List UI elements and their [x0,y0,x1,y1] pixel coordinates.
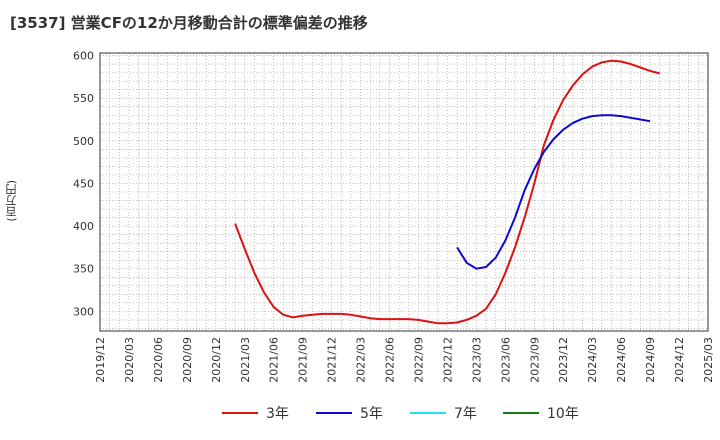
legend-swatch-5y [316,412,352,414]
x-tick-label: 2021/09 [297,337,310,383]
plot-frame [99,52,709,332]
x-tick-label: 2023/09 [528,337,541,383]
series-line-5y [456,114,651,270]
x-tick-label: 2023/06 [499,337,512,383]
x-tick-label: 2024/09 [644,337,657,383]
x-tick-label: 2020/06 [152,337,165,383]
x-tick-labels: 2019/12 2020/03 2020/06 2020/09 2020/12 2021/… [94,337,715,383]
legend-label-10y: 10年 [547,406,579,422]
y-tick-label: 600 [73,50,94,63]
x-tick-label: 2023/12 [557,337,570,383]
legend-label-5y: 5年 [360,406,383,422]
legend-swatch-3y [222,412,258,414]
legend-swatch-7y [410,412,446,414]
y-tick-label: 300 [73,305,94,318]
x-tick-label: 2022/06 [384,337,397,383]
legend-item-10y: 10年 [503,403,579,423]
y-tick-label: 550 [73,92,94,105]
x-tick-label: 2022/09 [412,337,425,383]
y-tick-label: 500 [73,135,94,148]
legend-item-7y: 7年 [410,403,477,423]
legend-label-7y: 7年 [454,406,477,422]
legend-item-3y: 3年 [222,403,289,423]
series-line-3y [234,59,660,325]
legend-item-5y: 5年 [316,403,383,423]
x-tick-label: 2019/12 [94,337,107,383]
x-tick-label: 2023/03 [470,337,483,383]
x-tick-label: 2025/03 [702,337,715,383]
chart-title: [3537] 営業CFの12か月移動合計の標準偏差の推移 [10,14,368,32]
x-tick-label: 2021/06 [268,337,281,383]
x-tick-label: 2020/12 [210,337,223,383]
x-tick-label: 2020/03 [123,337,136,383]
x-tick-label: 2024/06 [615,337,628,383]
x-tick-label: 2024/03 [586,337,599,383]
x-tick-label: 2021/03 [239,337,252,383]
legend-label-3y: 3年 [266,406,289,422]
x-tick-label: 2020/09 [181,337,194,383]
x-tick-label: 2021/12 [326,337,339,383]
x-tick-label: 2022/12 [441,337,454,383]
x-tick-label: 2024/12 [673,337,686,383]
legend-swatch-10y [503,412,539,414]
y-tick-labels: 300 350 400 450 500 550 600 [73,50,94,319]
y-tick-label: 350 [73,263,94,276]
series-lines [234,59,660,325]
y-tick-label: 400 [73,220,94,233]
legend: 3年 5年 7年 10年 [0,403,720,427]
grid [99,53,709,331]
y-tick-label: 450 [73,177,94,190]
x-tick-label: 2022/03 [355,337,368,383]
